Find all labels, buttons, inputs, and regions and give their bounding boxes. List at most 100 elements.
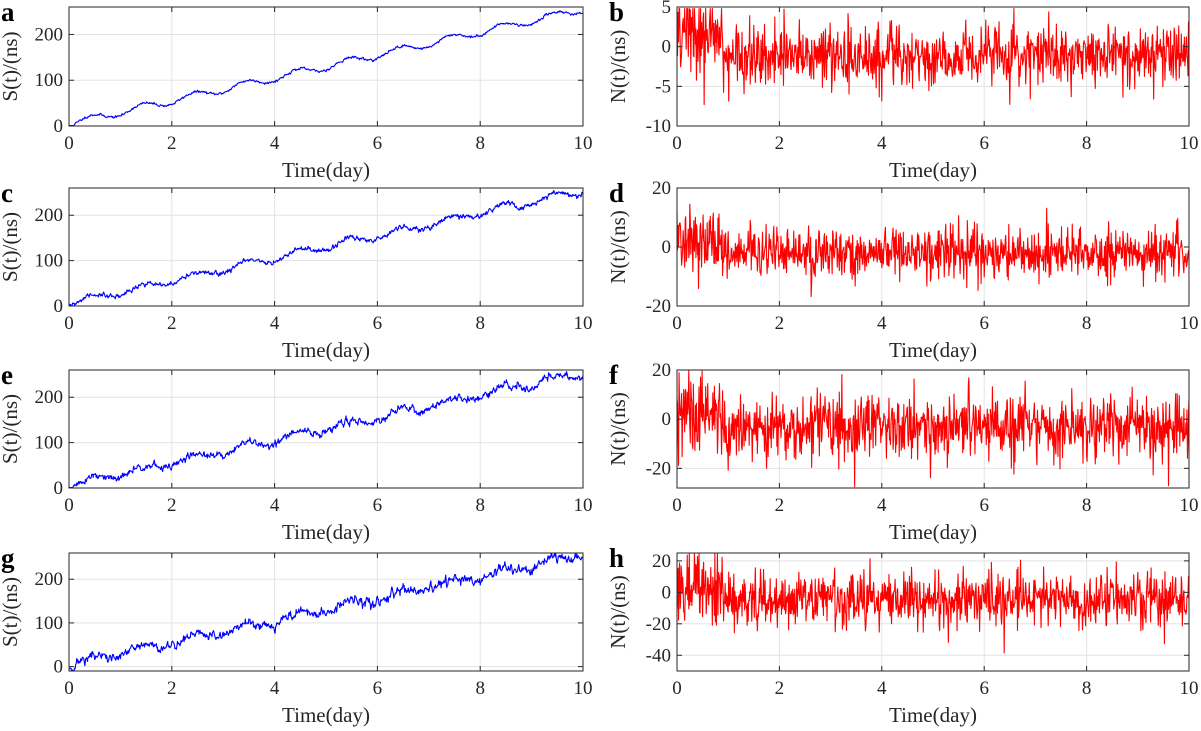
noise-series-line: [676, 203, 1190, 298]
plot-area: [69, 7, 583, 126]
x-tick-label: 0: [672, 313, 682, 334]
x-tick-label: 6: [979, 133, 989, 154]
x-axis-label: Time(day): [282, 158, 370, 182]
y-tick-label: 20: [652, 178, 671, 199]
x-tick-label: 0: [64, 495, 74, 516]
y-tick-label: 0: [54, 657, 64, 678]
x-tick-label: 8: [1082, 495, 1092, 516]
axes-box: [68, 6, 584, 127]
chart-panel-h: 0 2 4 6 8 10 -40 -20 0 20 Time(day) N(t)/(ns)h: [606, 543, 1199, 727]
y-tick-label: 20: [652, 360, 671, 381]
x-tick-label: 10: [574, 678, 593, 699]
y-tick-label: 100: [35, 433, 64, 454]
x-tick-label: 6: [373, 313, 383, 334]
x-tick-label: 2: [167, 678, 177, 699]
axes-box: [676, 552, 1190, 672]
y-tick-label: -20: [646, 614, 671, 635]
x-tick-label: 6: [979, 313, 989, 334]
x-tick-label: 6: [373, 495, 383, 516]
y-tick-label: 100: [35, 251, 64, 272]
x-tick-label: 4: [270, 133, 280, 154]
signal-series-line: [68, 371, 584, 489]
x-tick-label: 4: [270, 495, 280, 516]
x-tick-label: 4: [270, 678, 280, 699]
x-axis-label: Time(day): [282, 338, 370, 362]
x-tick-label: 2: [775, 133, 785, 154]
y-tick-label: 100: [35, 70, 64, 91]
x-axis-label: Time(day): [889, 703, 977, 727]
panel-label: g: [1, 543, 15, 573]
chart-panel-b: 0 2 4 6 8 10 -10 -5 0 5 Time(day) N(t)/(ns) b: [606, 0, 1199, 182]
x-tick-label: 6: [979, 678, 989, 699]
plot-area: [69, 553, 583, 671]
y-tick-label: 0: [662, 237, 672, 258]
y-axis-label: S(t)/(ns): [0, 577, 22, 647]
signal-series-line: [68, 10, 584, 127]
noise-series-line: [676, 552, 1190, 654]
x-tick-label: 0: [672, 133, 682, 154]
y-tick-label: -20: [646, 458, 671, 479]
x-tick-label: 0: [672, 495, 682, 516]
y-tick-label: 0: [54, 296, 64, 317]
x-tick-label: 4: [877, 133, 887, 154]
axes-box: [676, 369, 1190, 489]
x-tick-label: 8: [475, 678, 485, 699]
signal-series-line: [68, 552, 584, 672]
panel-label: d: [609, 178, 624, 208]
x-axis-label: Time(day): [282, 520, 370, 544]
x-tick-label: 8: [475, 313, 485, 334]
plot-area: [69, 370, 583, 488]
x-tick-label: 2: [167, 313, 177, 334]
y-tick-label: 0: [54, 478, 64, 499]
panel-label: b: [609, 0, 624, 27]
y-axis-label: S(t)/(ns): [0, 212, 22, 282]
x-tick-label: 4: [270, 313, 280, 334]
x-axis-label: Time(day): [889, 338, 977, 362]
x-tick-label: 0: [672, 678, 682, 699]
y-tick-label: 0: [662, 37, 672, 58]
x-tick-label: 4: [877, 313, 887, 334]
y-axis-label: S(t)/(ns): [0, 394, 22, 464]
panel-label: c: [1, 178, 13, 208]
x-axis-label: Time(day): [889, 158, 977, 182]
y-axis-label: N(t)/(ns): [606, 30, 630, 103]
axes-box: [676, 6, 1190, 127]
y-tick-label: 200: [35, 205, 64, 226]
x-tick-label: 4: [877, 495, 887, 516]
x-tick-label: 8: [475, 133, 485, 154]
x-tick-label: 2: [775, 678, 785, 699]
x-tick-label: 2: [167, 133, 177, 154]
y-axis-label: N(t)/(ns): [606, 392, 630, 465]
y-tick-label: -20: [646, 296, 671, 317]
x-tick-label: 6: [979, 495, 989, 516]
y-tick-label: 20: [652, 551, 671, 572]
x-tick-label: 10: [574, 313, 593, 334]
y-axis-label: N(t)/(ns): [606, 575, 630, 648]
noise-series-line: [676, 8, 1190, 106]
y-tick-label: 200: [35, 387, 64, 408]
y-tick-label: 100: [35, 613, 64, 634]
y-tick-label: 0: [662, 409, 672, 430]
y-tick-label: 0: [54, 116, 64, 137]
x-tick-label: 6: [373, 133, 383, 154]
plot-area: [69, 188, 583, 306]
panel-label: e: [1, 360, 13, 390]
x-tick-label: 8: [1082, 678, 1092, 699]
x-tick-label: 10: [1180, 495, 1199, 516]
x-tick-label: 6: [373, 678, 383, 699]
x-tick-label: 2: [775, 313, 785, 334]
panel-label: h: [609, 543, 624, 573]
x-tick-label: 2: [775, 495, 785, 516]
x-tick-label: 10: [574, 495, 593, 516]
x-tick-label: 10: [1180, 678, 1199, 699]
x-tick-label: 0: [64, 678, 74, 699]
x-tick-label: 8: [475, 495, 485, 516]
y-axis-label: N(t)/(ns): [606, 210, 630, 283]
x-tick-label: 2: [167, 495, 177, 516]
